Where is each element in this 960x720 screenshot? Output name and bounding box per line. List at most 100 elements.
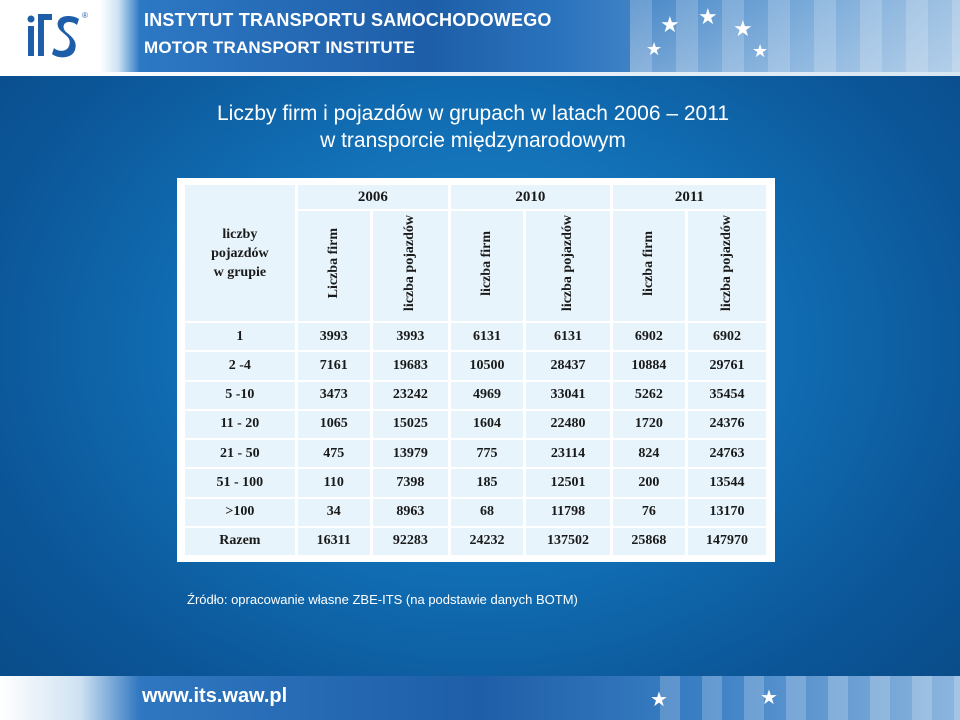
value-cell: 29761 — [688, 352, 766, 380]
value-cell: 824 — [612, 440, 685, 468]
year-header-row: liczby pojazdów w grupie 2006 2010 2011 — [185, 185, 766, 321]
value-cell: 28437 — [526, 352, 610, 380]
star-icon: ★ — [660, 12, 680, 37]
value-cell: 33041 — [526, 381, 610, 409]
value-cell: 34 — [297, 498, 370, 526]
star-icon: ★ — [733, 16, 753, 41]
subheader-label: liczba firm — [479, 231, 495, 296]
subheader-cell: liczba pojazdów — [688, 211, 766, 321]
table-row: 1 3993 3993 6131 6131 6902 6902 — [185, 323, 766, 351]
value-cell: 13544 — [688, 469, 766, 497]
value-cell: 137502 — [526, 527, 610, 555]
star-icon: ★ — [760, 687, 778, 709]
value-cell: 23114 — [526, 440, 610, 468]
star-icon: ★ — [646, 39, 663, 59]
corner-line: pojazdów — [211, 245, 269, 261]
table-row: 51 - 100 110 7398 185 12501 200 13544 — [185, 469, 766, 497]
slide-title-line-2: w transporcie międzynarodowym — [320, 129, 626, 152]
value-cell: 200 — [612, 469, 685, 497]
table-row: >100 34 8963 68 11798 76 13170 — [185, 498, 766, 526]
value-cell: 68 — [450, 498, 524, 526]
value-cell: 25868 — [612, 527, 685, 555]
value-cell: 775 — [450, 440, 524, 468]
subheader-label: Liczba firm — [325, 228, 341, 299]
value-cell: 147970 — [688, 527, 766, 555]
value-cell: 24763 — [688, 440, 766, 468]
value-cell: 3473 — [297, 381, 370, 409]
footer-banner: www.its.waw.pl ★ ★ — [0, 676, 960, 720]
group-cell: Razem — [185, 527, 295, 555]
group-cell: 1 — [185, 323, 295, 351]
subheader-cell: liczba pojazdów — [372, 211, 448, 321]
header-background-image — [630, 0, 960, 72]
value-cell: 12501 — [526, 469, 610, 497]
slide-title: Liczby firm i pojazdów w grupach w latac… — [0, 100, 946, 154]
its-logo-icon: ® — [27, 11, 88, 58]
subheader-cell: liczba pojazdów — [526, 211, 610, 321]
year-header: 2010 — [450, 185, 610, 209]
group-cell: 11 - 20 — [185, 410, 295, 438]
value-cell: 4969 — [450, 381, 524, 409]
total-row: Razem 16311 92283 24232 137502 25868 147… — [185, 527, 766, 555]
star-icon: ★ — [752, 41, 769, 61]
footer-background-image — [660, 676, 960, 720]
value-cell: 8963 — [372, 498, 448, 526]
value-cell: 92283 — [372, 527, 448, 555]
institute-name-en: MOTOR TRANSPORT INSTITUTE — [144, 38, 416, 57]
value-cell: 6131 — [526, 323, 610, 351]
star-icon: ★ — [698, 4, 718, 29]
table-row: 21 - 50 475 13979 775 23114 824 24763 — [185, 440, 766, 468]
subheader-label: liczba pojazdów — [559, 215, 575, 312]
table-row: 11 - 20 1065 15025 1604 22480 1720 24376 — [185, 410, 766, 438]
value-cell: 110 — [297, 469, 370, 497]
year-header: 2011 — [612, 185, 766, 209]
value-cell: 6902 — [612, 323, 685, 351]
value-cell: 35454 — [688, 381, 766, 409]
header-banner: ® INSTYTUT TRANSPORTU SAMOCHODOWEGO MOTO… — [0, 0, 960, 72]
value-cell: 7398 — [372, 469, 448, 497]
group-cell: >100 — [185, 498, 295, 526]
subheader-cell: liczba firm — [450, 211, 524, 321]
subheader-label: liczba pojazdów — [719, 215, 734, 312]
value-cell: 475 — [297, 440, 370, 468]
subheader-row: Liczba firm liczba pojazdów liczba firm … — [185, 211, 766, 321]
value-cell: 24232 — [450, 527, 524, 555]
group-cell: 2 -4 — [185, 352, 295, 380]
subheader-cell: liczba firm — [612, 211, 685, 321]
value-cell: 15025 — [372, 410, 448, 438]
value-cell: 5262 — [612, 381, 685, 409]
value-cell: 19683 — [372, 352, 448, 380]
slide-title-line-1: Liczby firm i pojazdów w grupach w latac… — [216, 102, 730, 125]
value-cell: 6131 — [450, 323, 524, 351]
corner-line: liczby — [222, 226, 258, 242]
value-cell: 6902 — [688, 323, 766, 351]
value-cell: 3993 — [372, 323, 448, 351]
value-cell: 185 — [450, 469, 524, 497]
value-cell: 13979 — [372, 440, 448, 468]
table-row: 2 -4 7161 19683 10500 28437 10884 29761 — [185, 352, 766, 380]
subheader-label: liczba pojazdów — [402, 215, 418, 312]
value-cell: 22480 — [526, 410, 610, 438]
value-cell: 1065 — [297, 410, 370, 438]
header-divider — [0, 72, 960, 76]
year-header: 2006 — [297, 185, 448, 209]
value-cell: 3993 — [297, 323, 370, 351]
institute-name-pl: INSTYTUT TRANSPORTU SAMOCHODOWEGO — [144, 10, 552, 30]
value-cell: 23242 — [372, 381, 448, 409]
svg-text:®: ® — [82, 11, 88, 20]
value-cell: 24376 — [688, 410, 766, 438]
star-icon: ★ — [650, 689, 668, 711]
website-link[interactable]: www.its.waw.pl — [142, 685, 288, 707]
fleet-groups-table: liczby pojazdów w grupie 2006 2010 2011 … — [182, 183, 769, 557]
value-cell: 76 — [612, 498, 685, 526]
data-table-container: liczby pojazdów w grupie 2006 2010 2011 … — [177, 178, 775, 562]
group-cell: 5 -10 — [185, 381, 295, 409]
source-note: Źródło: opracowanie własne ZBE-ITS (na p… — [187, 592, 578, 607]
value-cell: 13170 — [688, 498, 766, 526]
subheader-label: liczba firm — [640, 231, 656, 296]
value-cell: 11798 — [526, 498, 610, 526]
value-cell: 16311 — [297, 527, 370, 555]
value-cell: 7161 — [297, 352, 370, 380]
group-cell: 21 - 50 — [185, 440, 295, 468]
vehicle-group-header: liczby pojazdów w grupie — [185, 185, 295, 321]
